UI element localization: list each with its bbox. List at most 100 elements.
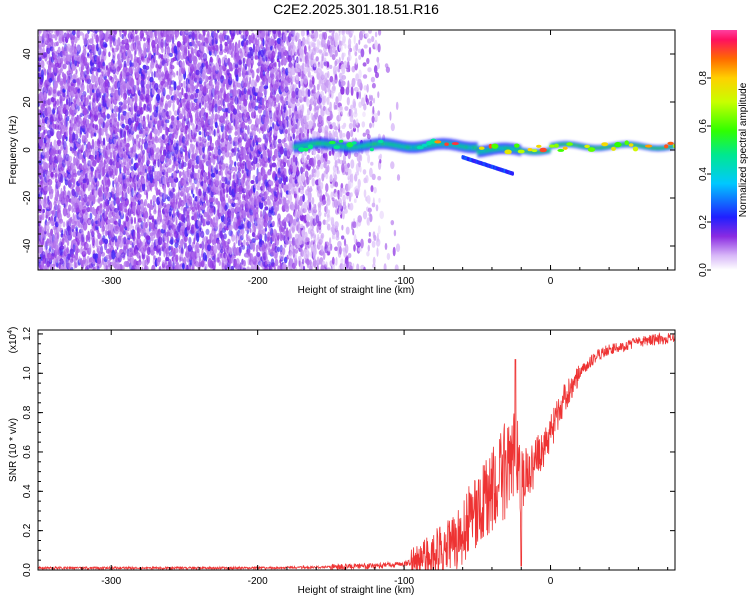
noise-cell xyxy=(138,56,141,64)
noise-cell xyxy=(78,195,81,201)
noise-cell xyxy=(60,117,64,126)
noise-cell xyxy=(96,245,101,252)
noise-cell xyxy=(186,120,191,129)
noise-cell xyxy=(247,235,251,242)
noise-cell xyxy=(183,80,186,89)
noise-cell xyxy=(238,137,243,143)
noise-cell xyxy=(249,193,253,202)
noise-cell xyxy=(218,134,221,140)
noise-cell xyxy=(96,86,101,94)
noise-cell xyxy=(78,201,83,211)
noise-cell xyxy=(278,30,282,38)
noise-cell xyxy=(52,97,57,107)
noise-cell xyxy=(48,86,53,96)
noise-cell xyxy=(191,30,195,32)
noise-cell xyxy=(71,45,76,56)
noise-cell xyxy=(223,188,226,194)
noise-cell xyxy=(40,60,45,69)
noise-cell xyxy=(145,65,150,71)
noise-cell xyxy=(59,245,65,250)
noise-cell xyxy=(91,73,96,84)
noise-cell xyxy=(266,259,270,265)
noise-cell xyxy=(57,189,60,198)
noise-cell xyxy=(210,58,214,63)
noise-cell xyxy=(244,125,248,130)
noise-cell xyxy=(173,193,176,203)
noise-cell xyxy=(99,30,104,40)
noise-cell xyxy=(97,250,102,260)
noise-cell xyxy=(224,163,229,169)
noise-cell xyxy=(60,124,65,129)
noise-cell xyxy=(195,242,200,250)
noise-cell xyxy=(264,154,267,161)
noise-cell xyxy=(70,231,73,239)
noise-cell xyxy=(288,240,293,245)
noise-cell xyxy=(86,206,91,213)
noise-cell xyxy=(55,65,59,74)
noise-cell xyxy=(285,136,288,142)
noise-cell xyxy=(62,91,66,98)
noise-cell xyxy=(117,111,121,122)
noise-cell xyxy=(265,250,268,259)
noise-cell xyxy=(202,202,207,208)
noise-cell xyxy=(108,51,111,58)
noise-cell xyxy=(64,109,69,117)
noise-cell xyxy=(238,246,243,254)
noise-cell xyxy=(173,216,176,223)
noise-cell xyxy=(182,60,185,69)
noise-cell xyxy=(292,55,295,61)
noise-cell xyxy=(62,221,66,228)
noise-cell xyxy=(123,236,127,245)
noise-cell xyxy=(220,75,224,80)
noise-cell xyxy=(269,126,273,131)
noise-cell xyxy=(149,103,152,113)
noise-cell xyxy=(240,242,244,248)
noise-cell xyxy=(278,60,281,68)
noise-cell xyxy=(224,41,228,47)
noise-cell xyxy=(88,101,92,106)
noise-cell xyxy=(76,98,81,106)
noise-cell xyxy=(176,41,181,48)
noise-cell xyxy=(70,216,73,222)
noise-cell xyxy=(120,113,125,122)
noise-cell xyxy=(139,30,144,39)
noise-cell xyxy=(83,138,88,143)
noise-cell xyxy=(243,87,247,95)
noise-cell xyxy=(112,47,114,53)
noise-cell xyxy=(38,204,43,214)
noise-cell xyxy=(95,238,99,248)
noise-cell xyxy=(76,170,82,176)
noise-cell xyxy=(145,221,148,229)
noise-cell xyxy=(47,195,50,203)
noise-cell xyxy=(91,36,94,46)
noise-cell xyxy=(66,208,69,216)
noise-cell xyxy=(74,46,78,55)
noise-cell xyxy=(294,105,298,112)
noise-cell xyxy=(107,117,111,124)
noise-cell xyxy=(111,78,115,85)
noise-cell xyxy=(245,241,249,246)
noise-cell xyxy=(71,34,76,41)
noise-cell xyxy=(170,86,174,92)
noise-cell xyxy=(94,140,98,149)
noise-cell xyxy=(67,260,71,270)
noise-cell xyxy=(121,123,125,129)
noise-cell xyxy=(273,61,277,67)
noise-cell xyxy=(227,92,230,98)
noise-cell xyxy=(102,46,107,57)
noise-cell xyxy=(231,166,235,172)
noise-cell xyxy=(285,227,289,238)
noise-cell xyxy=(202,171,208,177)
noise-cell xyxy=(102,61,105,67)
noise-cell xyxy=(130,53,133,62)
noise-cell xyxy=(238,193,241,201)
noise-cell xyxy=(77,138,82,145)
noise-cell xyxy=(86,33,89,39)
noise-cell xyxy=(237,72,242,77)
noise-cell xyxy=(53,139,57,150)
noise-cell xyxy=(239,199,242,209)
noise-cell xyxy=(289,201,294,211)
noise-cell xyxy=(223,233,227,240)
noise-cell xyxy=(146,160,151,165)
